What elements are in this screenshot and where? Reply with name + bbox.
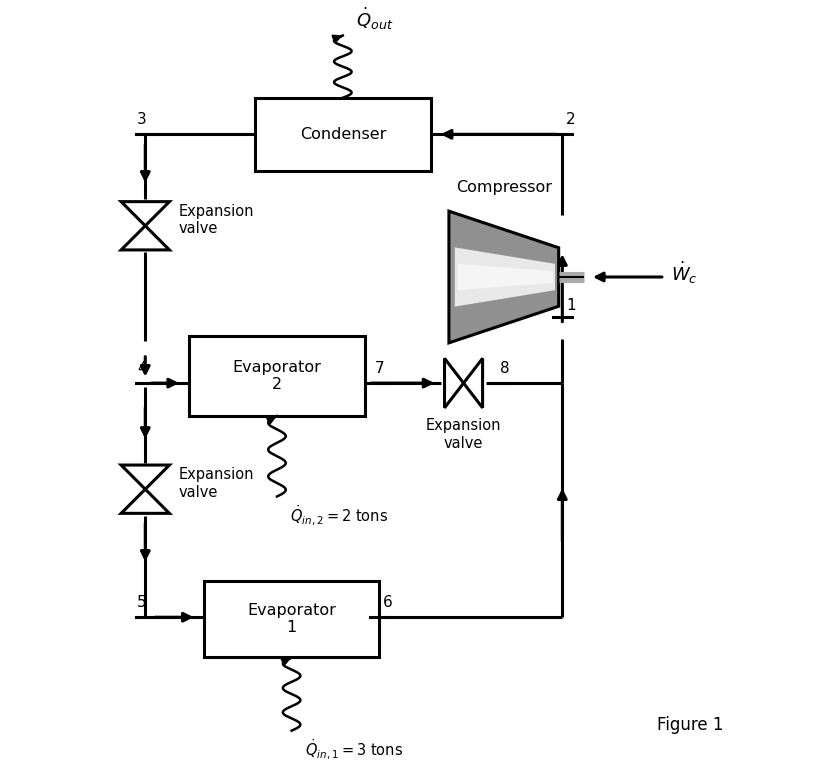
Text: 6: 6 xyxy=(384,595,393,610)
Polygon shape xyxy=(458,264,552,290)
Text: Figure 1: Figure 1 xyxy=(656,716,723,734)
Polygon shape xyxy=(455,248,555,307)
Polygon shape xyxy=(121,489,170,513)
Polygon shape xyxy=(121,465,170,489)
Polygon shape xyxy=(463,358,483,408)
Text: Condenser: Condenser xyxy=(300,127,386,142)
FancyBboxPatch shape xyxy=(204,581,379,657)
Text: 1: 1 xyxy=(567,298,576,313)
Text: 8: 8 xyxy=(500,360,509,376)
Text: Evaporator
1: Evaporator 1 xyxy=(247,603,336,635)
Text: Evaporator
2: Evaporator 2 xyxy=(232,360,321,392)
Text: Compressor: Compressor xyxy=(456,180,552,195)
Text: $\dot{Q}_{in,2} = 2$ tons: $\dot{Q}_{in,2} = 2$ tons xyxy=(290,504,389,528)
Text: 4: 4 xyxy=(136,360,146,376)
Text: $\dot{Q}_{in,1} = 3$ tons: $\dot{Q}_{in,1} = 3$ tons xyxy=(305,738,403,762)
Polygon shape xyxy=(121,225,170,250)
FancyBboxPatch shape xyxy=(255,97,431,171)
Polygon shape xyxy=(449,211,558,343)
Text: 7: 7 xyxy=(374,360,384,376)
FancyBboxPatch shape xyxy=(189,335,364,416)
Text: $\dot{W}_c$: $\dot{W}_c$ xyxy=(671,260,697,287)
Text: 3: 3 xyxy=(136,112,146,127)
Polygon shape xyxy=(444,358,463,408)
Text: $\dot{Q}_{out}$: $\dot{Q}_{out}$ xyxy=(356,5,394,32)
Text: 2: 2 xyxy=(567,112,576,127)
Text: Expansion
valve: Expansion valve xyxy=(426,418,502,451)
Polygon shape xyxy=(121,202,170,225)
Text: 5: 5 xyxy=(136,595,146,610)
Text: Expansion
valve: Expansion valve xyxy=(178,467,254,499)
Text: Expansion
valve: Expansion valve xyxy=(178,204,254,236)
